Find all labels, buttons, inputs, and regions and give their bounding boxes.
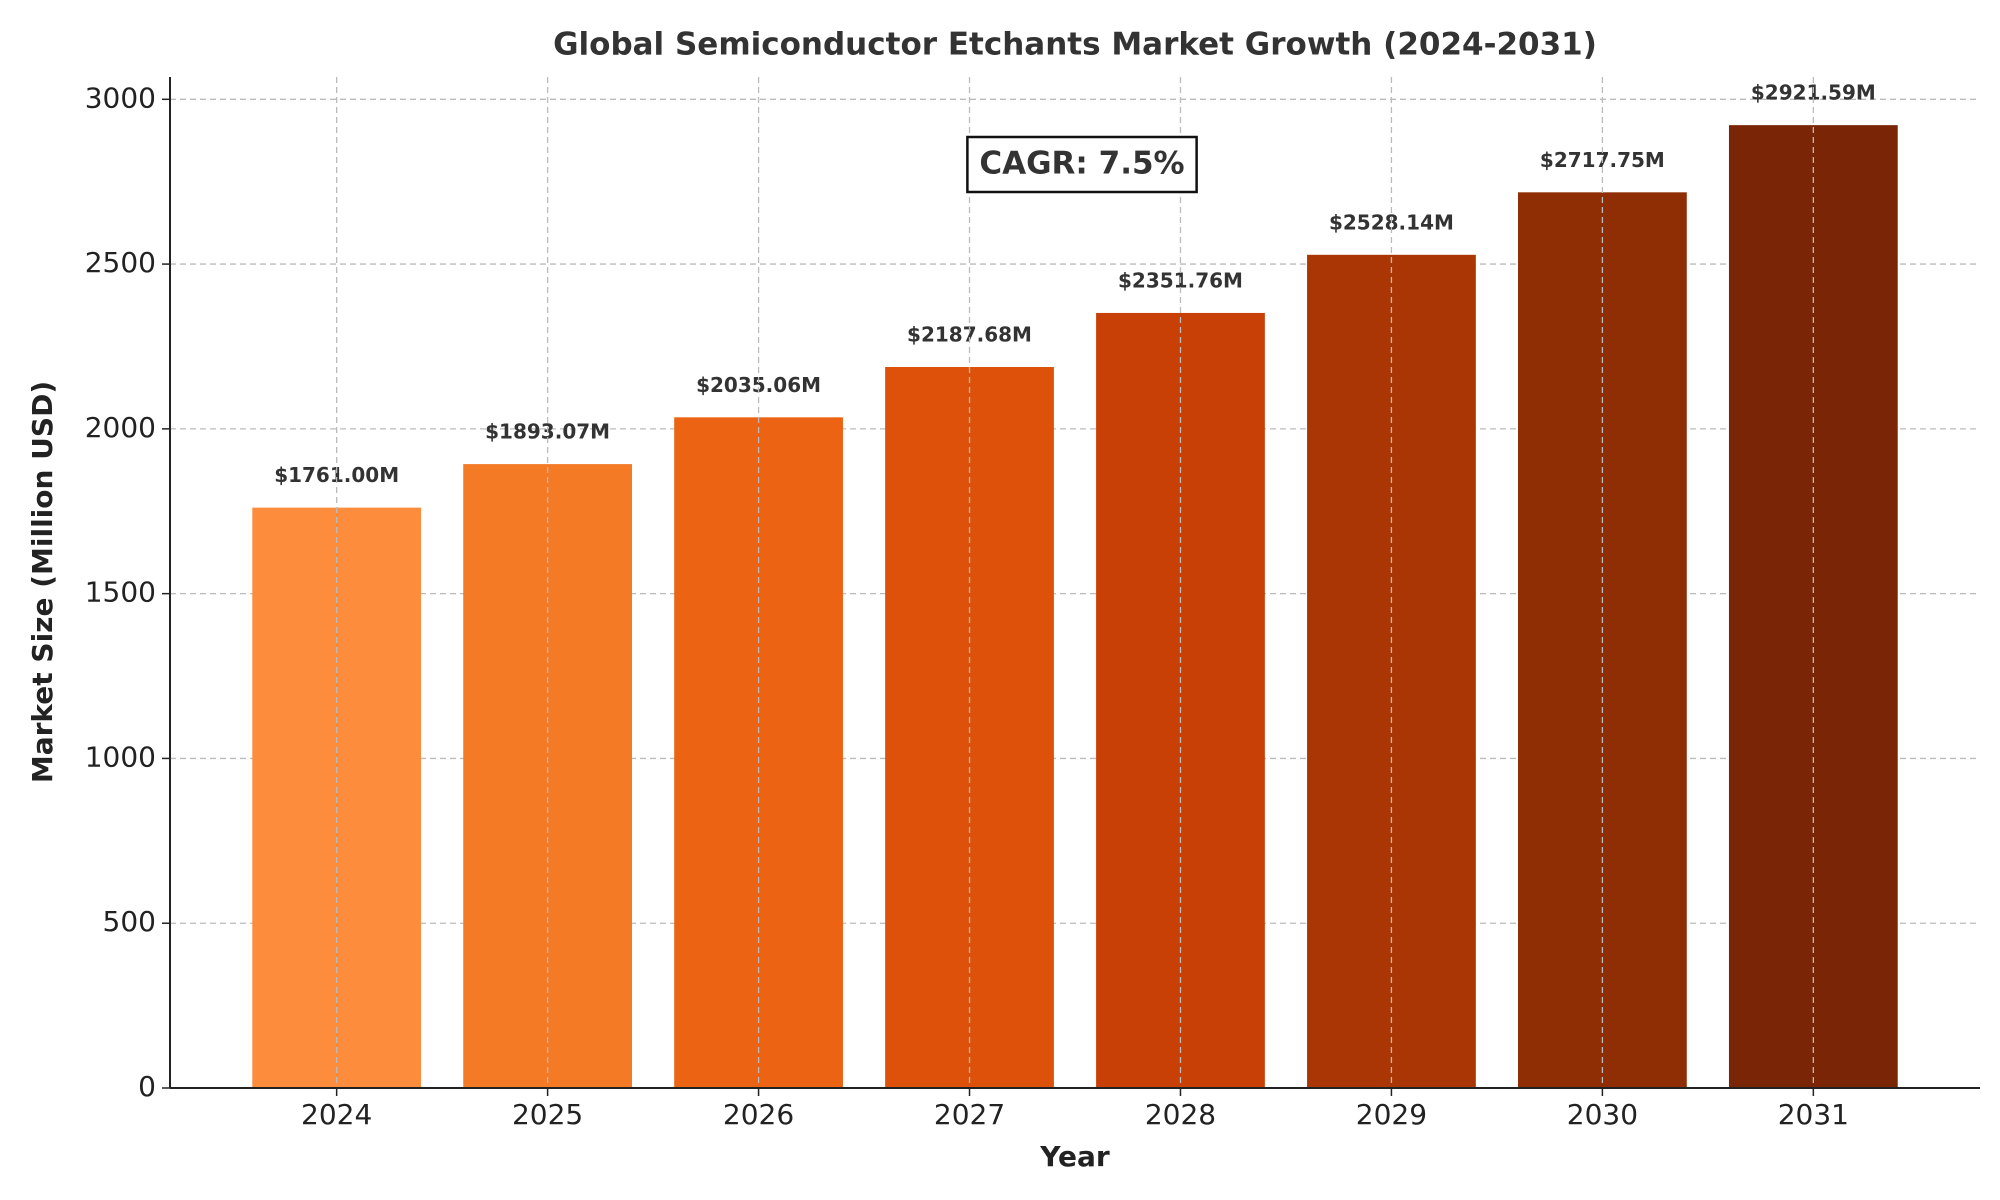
x-tick-label: 2030 [1567, 1098, 1638, 1131]
x-tick-label: 2031 [1778, 1098, 1849, 1131]
x-tick-label: 2024 [301, 1098, 372, 1131]
y-tick-label: 2000 [85, 411, 156, 444]
x-tick-label: 2025 [512, 1098, 583, 1131]
y-tick-label: 0 [138, 1070, 156, 1103]
y-axis-label: Market Size (Million USD) [26, 381, 59, 783]
data-label: $2035.06M [696, 373, 821, 397]
x-tick-label: 2028 [1145, 1098, 1216, 1131]
x-tick-label: 2029 [1356, 1098, 1427, 1131]
x-tick-label: 2027 [934, 1098, 1005, 1131]
y-tick-label: 1500 [85, 576, 156, 609]
y-tick-label: 1000 [85, 740, 156, 773]
x-tick-label: 2026 [723, 1098, 794, 1131]
annotation-text: CAGR: 7.5% [979, 146, 1184, 182]
x-axis-label: Year [1039, 1140, 1110, 1173]
data-label: $1761.00M [274, 463, 399, 487]
y-tick-label: 3000 [85, 81, 156, 114]
annotation-box [966, 135, 1198, 194]
y-tick-label: 2500 [85, 246, 156, 279]
annotation: CAGR: 7.5% [966, 135, 1198, 194]
chart-title: Global Semiconductor Etchants Market Gro… [553, 27, 1597, 63]
y-tick-label: 500 [103, 905, 156, 938]
